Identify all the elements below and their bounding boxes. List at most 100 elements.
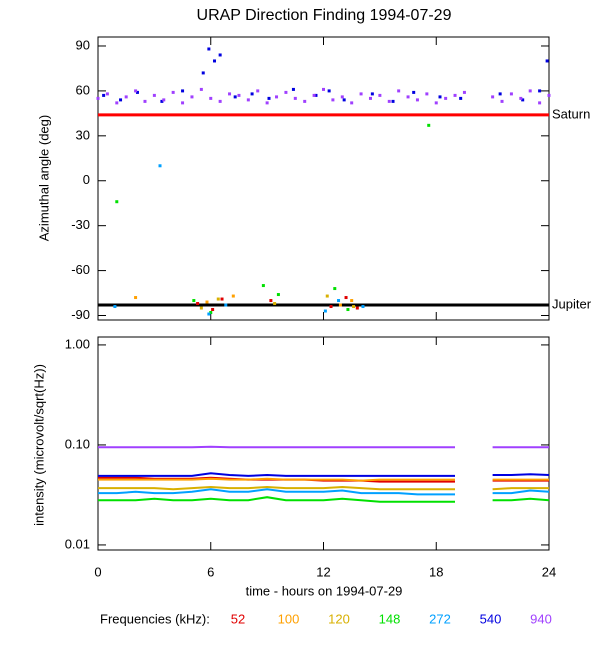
- data-point: [528, 89, 532, 93]
- data-point: [275, 95, 279, 99]
- y-tick-label: 0: [83, 172, 90, 187]
- data-point: [491, 95, 495, 99]
- data-point: [233, 95, 237, 99]
- data-point: [207, 47, 211, 51]
- data-point: [425, 92, 429, 96]
- data-point: [303, 99, 307, 103]
- y-tick-label: 1.00: [65, 336, 90, 351]
- data-point: [350, 101, 354, 105]
- x-tick-label: 12: [316, 564, 330, 579]
- data-point: [337, 299, 341, 303]
- data-point: [459, 96, 463, 100]
- data-point: [216, 297, 220, 301]
- data-point: [201, 71, 205, 75]
- data-point: [265, 101, 269, 105]
- y-axis-label: intensity (microvolt/sqrt(Hz)): [31, 364, 46, 526]
- data-point: [462, 90, 466, 94]
- data-point: [521, 98, 525, 102]
- data-point: [391, 99, 395, 103]
- data-point: [412, 90, 416, 94]
- data-point: [231, 294, 235, 298]
- data-point: [209, 96, 213, 100]
- data-point: [192, 299, 196, 303]
- data-point: [246, 98, 250, 102]
- data-point: [538, 89, 542, 93]
- data-point: [213, 59, 217, 63]
- data-point: [207, 312, 211, 316]
- data-point: [228, 92, 232, 96]
- data-point: [124, 95, 128, 99]
- y-tick-label: 60: [76, 82, 90, 97]
- data-point: [350, 299, 354, 303]
- data-line: [98, 485, 549, 491]
- data-point: [190, 95, 194, 99]
- data-point: [434, 101, 438, 105]
- data-point: [199, 87, 203, 91]
- data-point: [134, 296, 138, 300]
- data-point: [261, 284, 265, 288]
- legend-entry: 272: [429, 611, 451, 626]
- data-point: [323, 309, 327, 313]
- data-line: [98, 445, 549, 449]
- y-tick-label: 90: [76, 37, 90, 52]
- data-line: [98, 496, 550, 503]
- data-point: [322, 87, 325, 91]
- top-frame: [97, 36, 550, 321]
- data-point: [427, 123, 431, 127]
- y-tick-label: -30: [71, 217, 90, 232]
- data-point: [135, 90, 139, 94]
- data-point: [545, 59, 549, 63]
- data-point: [338, 303, 342, 307]
- x-tick-label: 6: [207, 564, 214, 579]
- data-point: [538, 101, 542, 105]
- data-point: [160, 99, 164, 103]
- data-point: [209, 311, 213, 315]
- legend-entry: 120: [328, 611, 350, 626]
- data-point: [329, 305, 333, 309]
- x-tick-label: 18: [429, 564, 443, 579]
- reference-label: Jupiter: [552, 296, 592, 311]
- legend-entry: 148: [379, 611, 401, 626]
- data-point: [211, 308, 215, 312]
- data-point: [218, 99, 222, 103]
- y-tick-label: -90: [71, 307, 90, 322]
- data-point: [453, 93, 457, 97]
- data-point: [158, 164, 162, 168]
- data-point: [113, 305, 117, 309]
- reference-label: Saturn: [552, 106, 590, 121]
- data-point: [438, 95, 442, 99]
- data-point: [331, 98, 335, 102]
- data-point: [115, 200, 119, 204]
- data-point: [327, 89, 331, 93]
- data-point: [378, 93, 382, 97]
- data-point: [342, 98, 346, 102]
- data-point: [293, 96, 297, 100]
- data-point: [355, 306, 359, 310]
- data-point: [344, 296, 348, 300]
- data-point: [346, 308, 350, 312]
- data-point: [352, 305, 356, 309]
- data-point: [250, 92, 254, 96]
- data-point: [102, 93, 106, 97]
- data-point: [181, 101, 185, 105]
- data-point: [361, 305, 365, 309]
- data-point: [519, 96, 523, 100]
- data-point: [312, 93, 316, 97]
- data-line: [98, 488, 550, 496]
- y-tick-label: 30: [76, 127, 90, 142]
- y-tick-label: 0.01: [65, 536, 90, 551]
- data-point: [397, 89, 401, 93]
- data-point: [224, 303, 228, 307]
- data-point: [256, 89, 260, 93]
- y-axis-label: Azimuthal angle (deg): [36, 115, 51, 241]
- data-point: [368, 96, 372, 100]
- data-point: [196, 302, 200, 306]
- data-point: [115, 101, 119, 105]
- data-point: [105, 92, 109, 96]
- data-point: [273, 302, 277, 306]
- y-tick-label: -60: [71, 262, 90, 277]
- data-point: [406, 95, 410, 99]
- data-point: [444, 96, 448, 100]
- legend-entry: 52: [231, 611, 245, 626]
